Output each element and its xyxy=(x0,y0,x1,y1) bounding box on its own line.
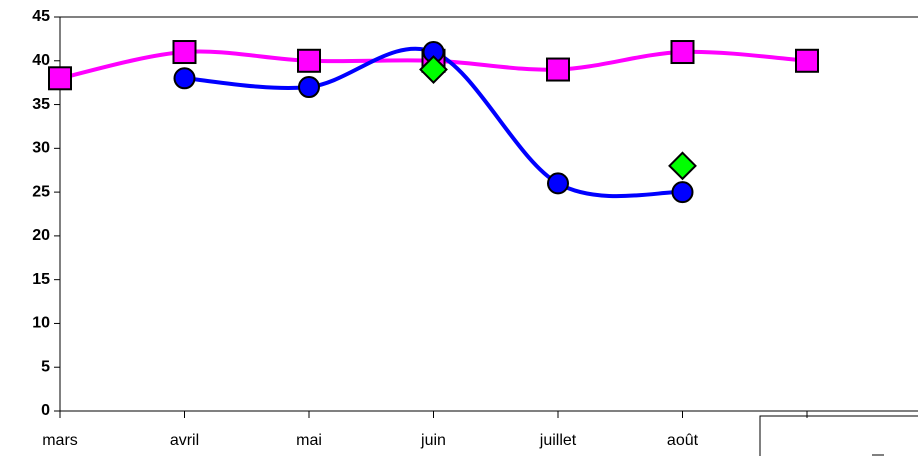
y-tick-label: 0 xyxy=(41,402,50,419)
point xyxy=(547,172,569,195)
x-tick-label: juillet xyxy=(539,432,577,449)
x-tick-label: juin xyxy=(420,432,446,449)
y-tick-label: 35 xyxy=(32,96,50,113)
y-tick-label: 40 xyxy=(32,52,50,69)
x-tick-label: avril xyxy=(170,432,199,449)
x-tick-label: mars xyxy=(42,432,78,449)
legend-box xyxy=(759,415,918,456)
point xyxy=(671,181,694,204)
y-tick-label: 25 xyxy=(32,183,50,200)
point xyxy=(48,66,72,91)
y-tick-label: 45 xyxy=(32,8,50,25)
point xyxy=(173,67,196,90)
point xyxy=(670,40,695,65)
point xyxy=(668,151,697,181)
x-tick-label: mai xyxy=(296,432,322,449)
point xyxy=(419,55,448,84)
point xyxy=(298,76,320,99)
point xyxy=(546,57,570,82)
point xyxy=(795,48,819,73)
point xyxy=(297,48,321,73)
y-tick-label: 5 xyxy=(41,358,50,375)
y-tick-label: 10 xyxy=(32,315,50,332)
y-tick-label: 15 xyxy=(32,271,50,288)
y-tick-label: 30 xyxy=(32,140,50,157)
x-tick-label: août xyxy=(667,432,699,449)
y-tick-label: 20 xyxy=(32,227,50,244)
point xyxy=(172,40,197,65)
